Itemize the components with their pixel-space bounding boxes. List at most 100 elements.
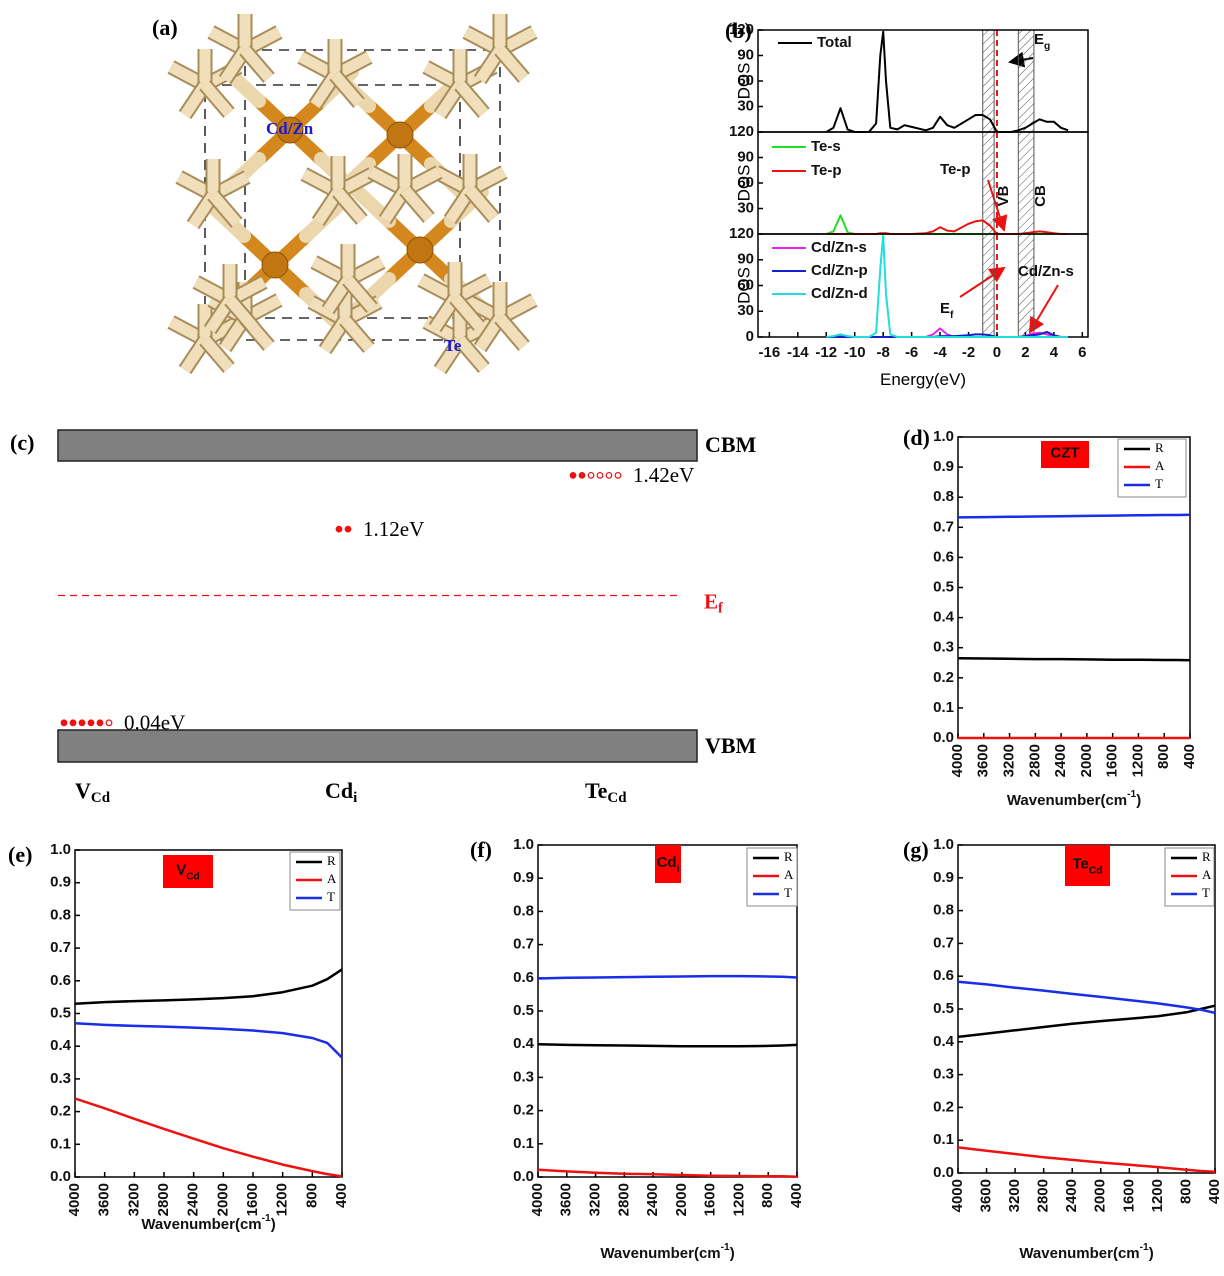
x-tick-label: -6 — [905, 344, 918, 361]
chart-title-part: CZT — [1050, 444, 1079, 461]
defect-level-label: 0.04eV — [124, 711, 185, 735]
x-tick-label: 2400 — [1052, 744, 1069, 777]
defect-level-dot — [570, 473, 576, 479]
y-tick-label: 1.0 — [933, 836, 954, 853]
legend-label: A — [1202, 867, 1212, 882]
y-tick-label: 120 — [729, 225, 754, 242]
defect-name-part: Cd — [607, 790, 627, 806]
x-axis-label-part: -1 — [1140, 1242, 1149, 1253]
atom-label: Cd/Zn — [266, 119, 314, 138]
y-tick-label: 0.9 — [933, 458, 954, 475]
defect-level-dot — [79, 720, 85, 726]
x-tick-label: 2000 — [1078, 744, 1095, 777]
x-tick-label: 3600 — [96, 1183, 113, 1216]
x-tick-label: 2800 — [1035, 1179, 1052, 1212]
defect-name-part: i — [353, 790, 357, 806]
y-tick-label: 0.1 — [513, 1135, 534, 1152]
panel-label: (d) — [903, 425, 930, 450]
x-axis-label-part: Wavenumber(cm — [600, 1245, 720, 1262]
x-tick-label: 2000 — [214, 1183, 231, 1216]
x-tick-label: 800 — [1177, 1179, 1194, 1204]
panel-label: (c) — [10, 430, 34, 455]
shaded-band — [1018, 30, 1034, 132]
y-tick-label: 0.4 — [933, 1033, 955, 1050]
band-edge — [58, 730, 697, 762]
x-tick-label: 3200 — [1006, 1179, 1023, 1212]
y-tick-label: 120 — [729, 123, 754, 140]
x-tick-label: -12 — [815, 344, 837, 361]
panel-label: (f) — [470, 837, 492, 862]
legend-label: T — [1155, 476, 1163, 491]
legend-label: Cd/Zn-p — [811, 262, 868, 279]
y-tick-label: 0.9 — [513, 869, 534, 886]
x-tick-label: 400 — [1181, 744, 1198, 769]
defect-level-dot — [88, 720, 94, 726]
x-tick-label: 3600 — [978, 1179, 995, 1212]
x-axis-label-part: -1 — [721, 1242, 730, 1253]
fermi-label-part: f — [718, 601, 723, 617]
legend-label: R — [327, 853, 336, 868]
chart-title-part: Cd — [1089, 865, 1103, 876]
y-tick-label: 0.3 — [933, 1066, 954, 1083]
panel-label: (g) — [903, 837, 929, 862]
y-tick-label: 0.5 — [50, 1004, 71, 1021]
annotation-part: E — [1034, 31, 1044, 48]
defect-level-dot — [97, 720, 103, 726]
y-tick-label: 0.0 — [50, 1168, 71, 1185]
legend-label: R — [1155, 440, 1164, 455]
x-tick-label: 3200 — [587, 1183, 604, 1216]
annotation-part: Cd/Zn-s — [1018, 263, 1074, 280]
y-axis-label: DOS — [734, 165, 753, 202]
legend-label: R — [1202, 849, 1211, 864]
y-axis-label: DOS — [734, 267, 753, 304]
defect-name-part: Te — [585, 778, 608, 803]
x-tick-label: 1200 — [1129, 744, 1146, 777]
x-tick-label: 400 — [1206, 1179, 1223, 1204]
atom-label: Te — [444, 336, 462, 355]
figure: (a)Cd/ZnTe306090120TotalDOS(b)306090120T… — [0, 0, 1224, 1276]
x-tick-label: 4 — [1050, 344, 1059, 361]
defect-name-part: Cd — [325, 778, 353, 803]
legend-label: Te-s — [811, 138, 841, 155]
legend-label: A — [1155, 458, 1165, 473]
x-tick-label: 3600 — [975, 744, 992, 777]
defect-level-dot — [61, 720, 67, 726]
x-tick-label: 2800 — [615, 1183, 632, 1216]
annotation-part: E — [940, 300, 950, 317]
annotation-part: g — [1044, 41, 1050, 52]
x-tick-label: 2 — [1021, 344, 1029, 361]
x-tick-label: -2 — [962, 344, 975, 361]
x-tick-label: 2400 — [1063, 1179, 1080, 1212]
legend-label: T — [784, 885, 792, 900]
x-tick-label: -4 — [933, 344, 947, 361]
x-tick-label: 2400 — [185, 1183, 202, 1216]
legend-label: Cd/Zn-s — [811, 239, 867, 256]
x-tick-label: 4000 — [66, 1183, 83, 1216]
x-tick-label: 2800 — [1026, 744, 1043, 777]
annotation: Te-p — [940, 161, 971, 178]
y-tick-label: 0.7 — [50, 939, 71, 956]
x-tick-label: 1600 — [1104, 744, 1121, 777]
y-tick-label: 0.0 — [933, 1164, 954, 1181]
x-tick-label: 1600 — [1120, 1179, 1137, 1212]
y-tick-label: 1.0 — [933, 428, 954, 445]
x-tick-label: 4000 — [529, 1183, 546, 1216]
y-tick-label: 0.5 — [933, 1000, 954, 1017]
defect-level-dot — [597, 473, 603, 479]
defect-level-label: 1.12eV — [363, 517, 424, 541]
x-tick-label: 6 — [1078, 344, 1086, 361]
defect-level-dot — [606, 473, 612, 479]
legend-label: Cd/Zn-d — [811, 285, 868, 302]
y-tick-label: 0.6 — [933, 967, 954, 984]
x-tick-label: 0 — [993, 344, 1001, 361]
y-tick-label: 0.3 — [933, 639, 954, 656]
fermi-label-part: E — [704, 589, 718, 613]
band-label: VB — [995, 185, 1012, 206]
y-tick-label: 0.7 — [513, 936, 534, 953]
legend-label: R — [784, 849, 793, 864]
x-axis-label-part: -1 — [1127, 789, 1136, 800]
x-tick-label: 4000 — [949, 744, 966, 777]
y-tick-label: 0.1 — [933, 1131, 954, 1148]
y-tick-label: 0.1 — [50, 1135, 71, 1152]
x-axis-label-part: -1 — [262, 1213, 271, 1224]
